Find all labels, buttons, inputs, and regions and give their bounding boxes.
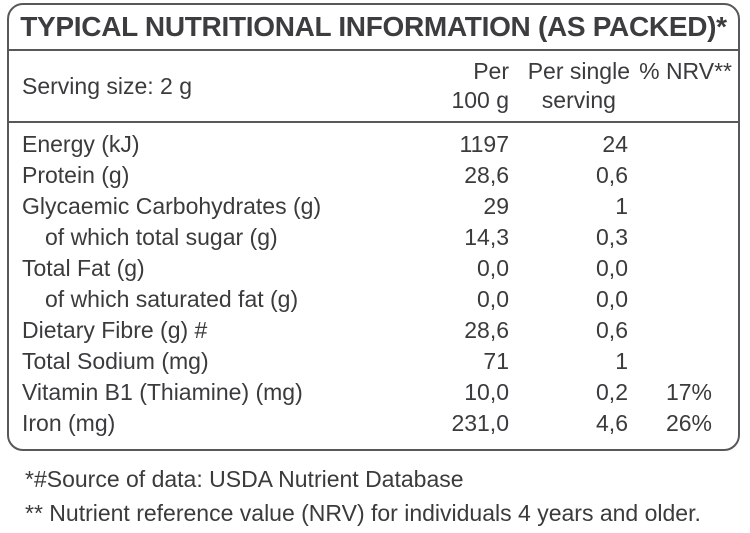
nrv-value: 17% (665, 379, 712, 405)
per-100g-value: 29 (483, 193, 509, 219)
per-100g-value: 71 (483, 348, 509, 374)
nutrient-name: Glycaemic Carbohydrates (g) (22, 193, 322, 219)
per-100g-value: 0,0 (477, 286, 509, 312)
per-serving-value: 24 (602, 131, 628, 157)
per-serving-value: 0,2 (596, 379, 628, 405)
nutrient-rows: Energy (kJ) 1197 24 Protein (g) 28,6 0,6… (9, 123, 738, 439)
table-row: Glycaemic Carbohydrates (g) 29 1 (9, 191, 738, 222)
nutrition-table: TYPICAL NUTRITIONAL INFORMATION (AS PACK… (7, 3, 740, 451)
per-serving-value: 0,6 (596, 162, 628, 188)
serving-size-label: Serving size: 2 g (22, 73, 193, 99)
per-100g-value: 0,0 (477, 255, 509, 281)
footnote-nrv: ** Nutrient reference value (NRV) for in… (25, 500, 701, 526)
per-serving-header: Per single serving (528, 57, 630, 115)
footnote-source: *#Source of data: USDA Nutrient Database (25, 466, 464, 492)
table-row: Total Fat (g) 0,0 0,0 (9, 253, 738, 284)
per-100g-value: 1197 (459, 131, 509, 157)
nutrient-name: Protein (g) (22, 162, 130, 188)
per-100g-value: 28,6 (464, 162, 509, 188)
nutrient-name: Vitamin B1 (Thiamine) (mg) (22, 379, 303, 405)
table-header: Serving size: 2 g Per 100 g Per single s… (9, 51, 738, 123)
per-serving-value: 4,6 (596, 410, 628, 436)
table-row: Iron (mg) 231,0 4,6 26% (9, 408, 738, 439)
table-row: Energy (kJ) 1197 24 (9, 129, 738, 160)
table-row: Protein (g) 28,6 0,6 (9, 160, 738, 191)
per-100g-value: 28,6 (464, 317, 509, 343)
table-row: Vitamin B1 (Thiamine) (mg) 10,0 0,2 17% (9, 377, 738, 408)
per-serving-value: 1 (615, 193, 628, 219)
per-100g-header-line1: Per (473, 58, 509, 84)
per-serving-header-line2: serving (541, 87, 616, 113)
nrv-header: % NRV** (639, 58, 732, 84)
per-100g-header-line2: 100 g (451, 87, 509, 113)
per-100g-value: 10,0 (464, 379, 509, 405)
table-row: Total Sodium (mg) 71 1 (9, 346, 738, 377)
per-serving-value: 0,3 (596, 224, 628, 250)
per-100g-value: 231,0 (451, 410, 509, 436)
table-title: TYPICAL NUTRITIONAL INFORMATION (AS PACK… (9, 5, 738, 51)
nutrient-name: Total Sodium (mg) (22, 348, 209, 374)
nutrient-name: Iron (mg) (22, 410, 116, 436)
per-serving-value: 0,0 (596, 255, 628, 281)
per-100g-value: 14,3 (464, 224, 509, 250)
nutrient-name: of which total sugar (g) (45, 224, 278, 250)
table-row: of which total sugar (g) 14,3 0,3 (9, 222, 738, 253)
table-row: Dietary Fibre (g) # 28,6 0,6 (9, 315, 738, 346)
nutrient-name: of which saturated fat (g) (45, 286, 299, 312)
per-serving-value: 0,0 (596, 286, 628, 312)
table-row: of which saturated fat (g) 0,0 0,0 (9, 284, 738, 315)
nutrient-name: Energy (kJ) (22, 131, 140, 157)
nrv-value: 26% (665, 410, 712, 436)
nutrient-name: Dietary Fibre (g) # (22, 317, 208, 343)
nutrient-name: Total Fat (g) (22, 255, 145, 281)
per-serving-header-line1: Per single (527, 58, 630, 84)
per-serving-value: 0,6 (596, 317, 628, 343)
per-100g-header: Per 100 g (451, 57, 509, 115)
per-serving-value: 1 (615, 348, 628, 374)
